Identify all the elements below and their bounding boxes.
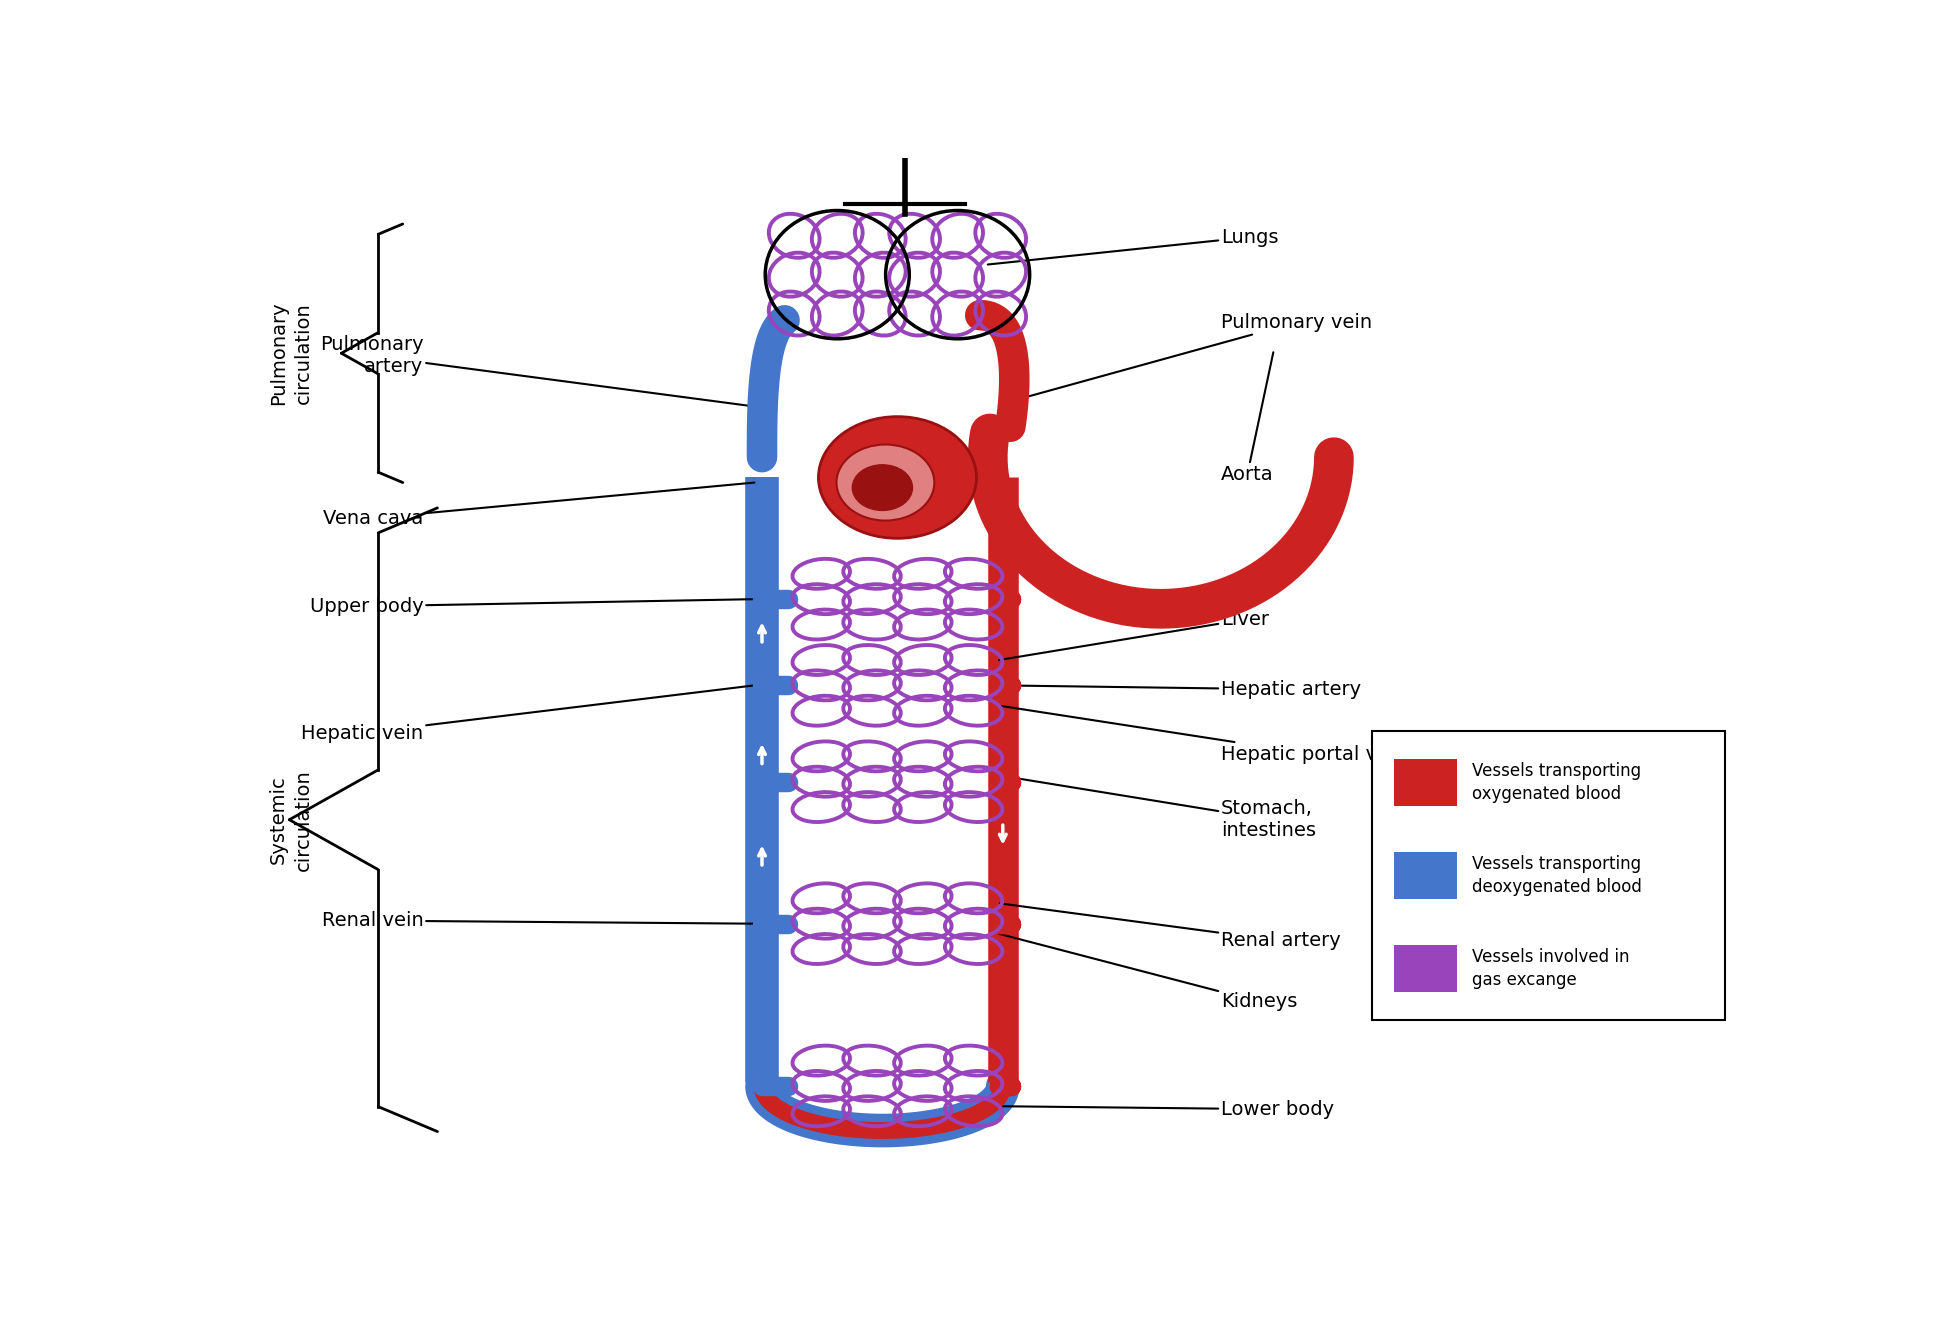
Text: Vessels transporting
deoxygenated blood: Vessels transporting deoxygenated blood (1472, 856, 1643, 896)
Text: Hepatic artery: Hepatic artery (1000, 680, 1361, 699)
Text: Hepatic vein: Hepatic vein (301, 685, 753, 743)
FancyBboxPatch shape (1371, 731, 1724, 1021)
Text: Hepatic portal vein: Hepatic portal vein (998, 706, 1406, 764)
Text: Kidneys: Kidneys (998, 934, 1297, 1011)
Text: Pulmonary vein: Pulmonary vein (1010, 313, 1373, 402)
Text: Renal vein: Renal vein (322, 911, 753, 930)
Ellipse shape (818, 416, 977, 539)
Text: Lungs: Lungs (988, 228, 1278, 265)
FancyBboxPatch shape (1394, 852, 1456, 898)
Text: Pulmonary
circulation: Pulmonary circulation (268, 302, 313, 406)
Text: Pulmonary
artery: Pulmonary artery (320, 336, 753, 407)
Text: Vessels transporting
oxygenated blood: Vessels transporting oxygenated blood (1472, 763, 1641, 802)
Text: Vessels involved in
gas excange: Vessels involved in gas excange (1472, 948, 1629, 989)
Text: Stomach,
intestines: Stomach, intestines (1006, 777, 1317, 840)
Text: Liver: Liver (998, 610, 1268, 660)
Text: Renal artery: Renal artery (1000, 903, 1340, 951)
Text: Lower body: Lower body (998, 1100, 1334, 1118)
Ellipse shape (837, 445, 934, 520)
Text: Aorta: Aorta (1222, 352, 1274, 483)
FancyBboxPatch shape (1394, 946, 1456, 992)
Ellipse shape (853, 465, 913, 511)
Text: Vena cava: Vena cava (322, 482, 753, 528)
FancyBboxPatch shape (1394, 759, 1456, 806)
Text: Upper body: Upper body (309, 597, 753, 616)
Text: Systemic
circulation: Systemic circulation (268, 769, 313, 871)
